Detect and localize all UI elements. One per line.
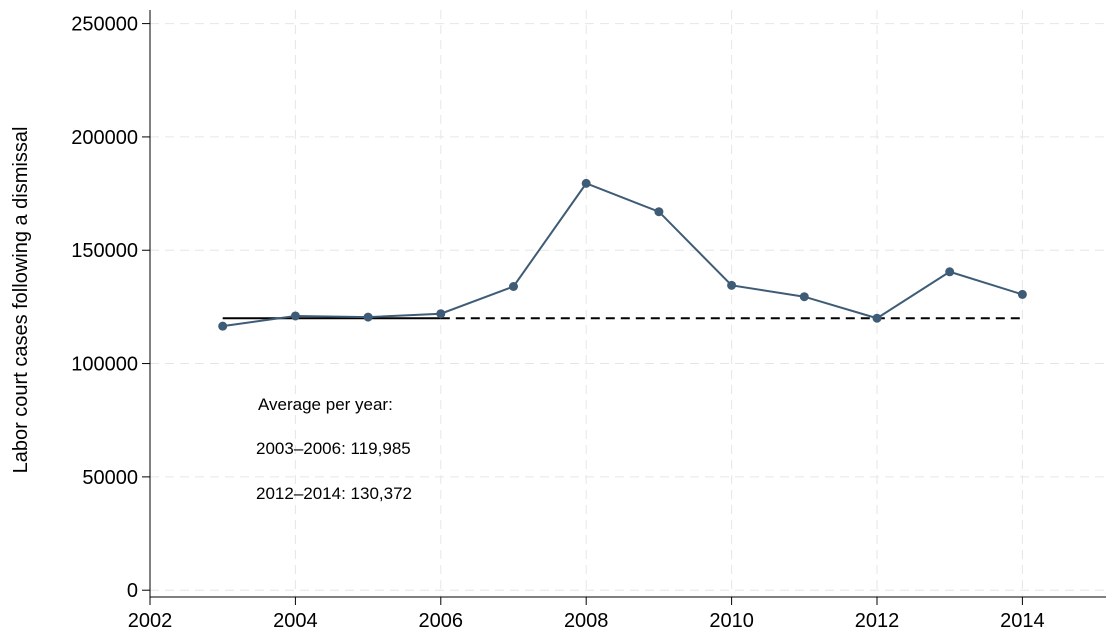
- y-tick-label: 50000: [82, 467, 138, 489]
- annotations: Average per year: 2003–2006: 119,985 201…: [256, 395, 412, 503]
- axes: [149, 10, 1106, 598]
- series-line: [222, 182, 1023, 328]
- data-point: [436, 309, 446, 319]
- annotation-heading: Average per year:: [258, 395, 393, 414]
- data-point: [290, 311, 300, 321]
- data-point: [508, 282, 518, 292]
- annotation-line1: 2003–2006: 119,985: [256, 439, 411, 458]
- x-tick-label: 2012: [855, 610, 900, 632]
- x-tick-label: 2008: [564, 610, 609, 632]
- data-point: [363, 312, 373, 322]
- y-tick-label: 150000: [71, 240, 138, 262]
- data-point: [581, 178, 591, 188]
- y-tick-label: 100000: [71, 354, 138, 376]
- annotation-line2: 2012–2014: 130,372: [256, 484, 412, 503]
- data-point: [654, 207, 664, 217]
- x-tick-label: 2002: [128, 610, 173, 632]
- data-point: [727, 280, 737, 290]
- y-tick-label: 250000: [71, 14, 138, 36]
- y-axis-ticks: 0 50000 100000 150000 200000 250000: [71, 14, 150, 602]
- y-tick-label: 0: [127, 580, 138, 602]
- x-axis-ticks: 2002 2004 2006 2008 2010 2012 2014: [128, 597, 1045, 632]
- y-axis-title: Labor court cases following a dismissal: [10, 127, 32, 474]
- data-point: [872, 313, 882, 323]
- x-tick-label: 2006: [419, 610, 464, 632]
- data-point: [799, 292, 809, 302]
- data-series: [218, 178, 1027, 331]
- vertical-gridlines: [149, 10, 1023, 597]
- data-point: [218, 321, 228, 331]
- data-point: [1017, 289, 1027, 299]
- data-point: [945, 267, 955, 277]
- x-tick-label: 2004: [273, 610, 318, 632]
- x-tick-label: 2010: [709, 610, 754, 632]
- x-tick-label: 2014: [1000, 610, 1045, 632]
- y-tick-label: 200000: [71, 127, 138, 149]
- horizontal-gridlines: [150, 23, 1106, 591]
